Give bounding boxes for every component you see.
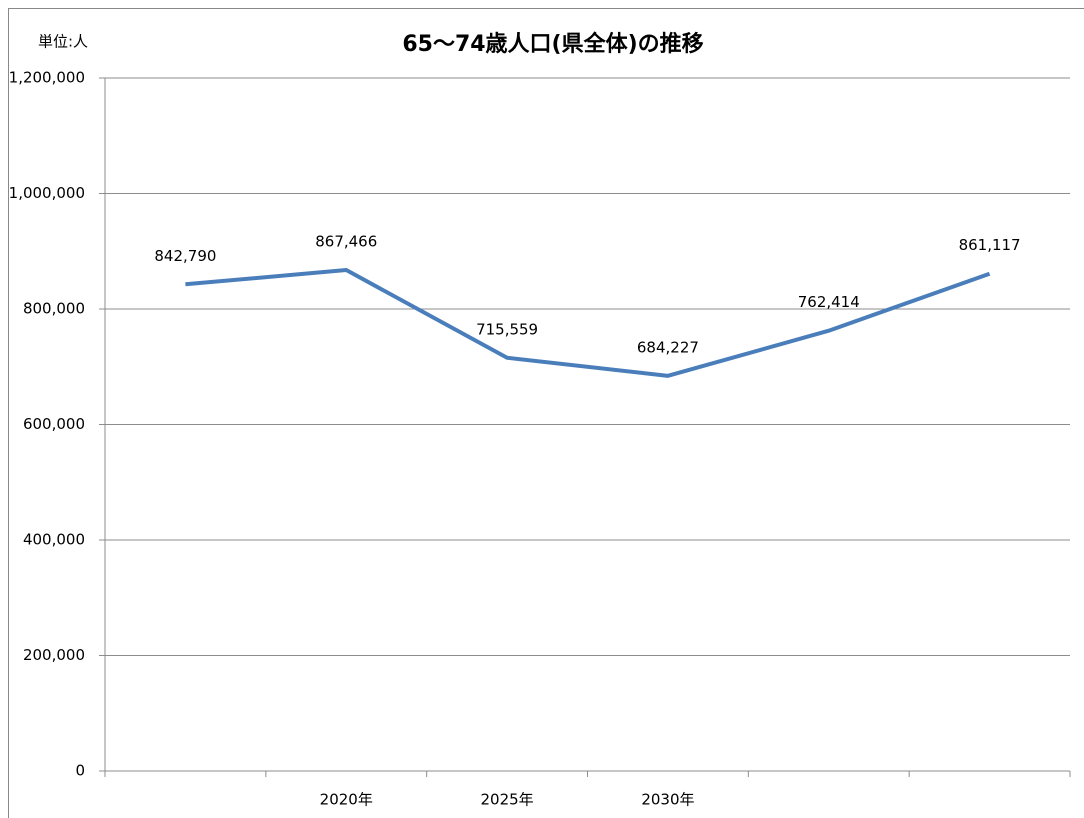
chart-title: 65〜74歳人口(県全体)の推移 xyxy=(402,31,703,57)
y-tick-label: 400,000 xyxy=(23,531,85,549)
x-tick-label: 2030年 xyxy=(641,791,694,809)
y-axis-label: 単位:人 xyxy=(38,33,88,51)
data-label: 867,466 xyxy=(315,233,377,251)
data-label: 684,227 xyxy=(637,338,699,356)
x-tick-label: 2025年 xyxy=(480,791,533,809)
y-tick-label: 1,000,000 xyxy=(9,184,85,202)
data-label: 861,117 xyxy=(959,236,1021,254)
line-series xyxy=(185,268,991,378)
y-tick-label: 200,000 xyxy=(23,646,85,664)
y-tick-label: 800,000 xyxy=(23,300,85,318)
data-label: 842,790 xyxy=(154,247,216,265)
y-tick-label: 1,200,000 xyxy=(9,69,85,87)
data-label: 762,414 xyxy=(798,293,860,311)
y-tick-label: 600,000 xyxy=(23,415,85,433)
x-tick-label: 2020年 xyxy=(320,791,373,809)
data-label: 715,559 xyxy=(476,320,538,338)
y-tick-label: 0 xyxy=(75,762,85,780)
